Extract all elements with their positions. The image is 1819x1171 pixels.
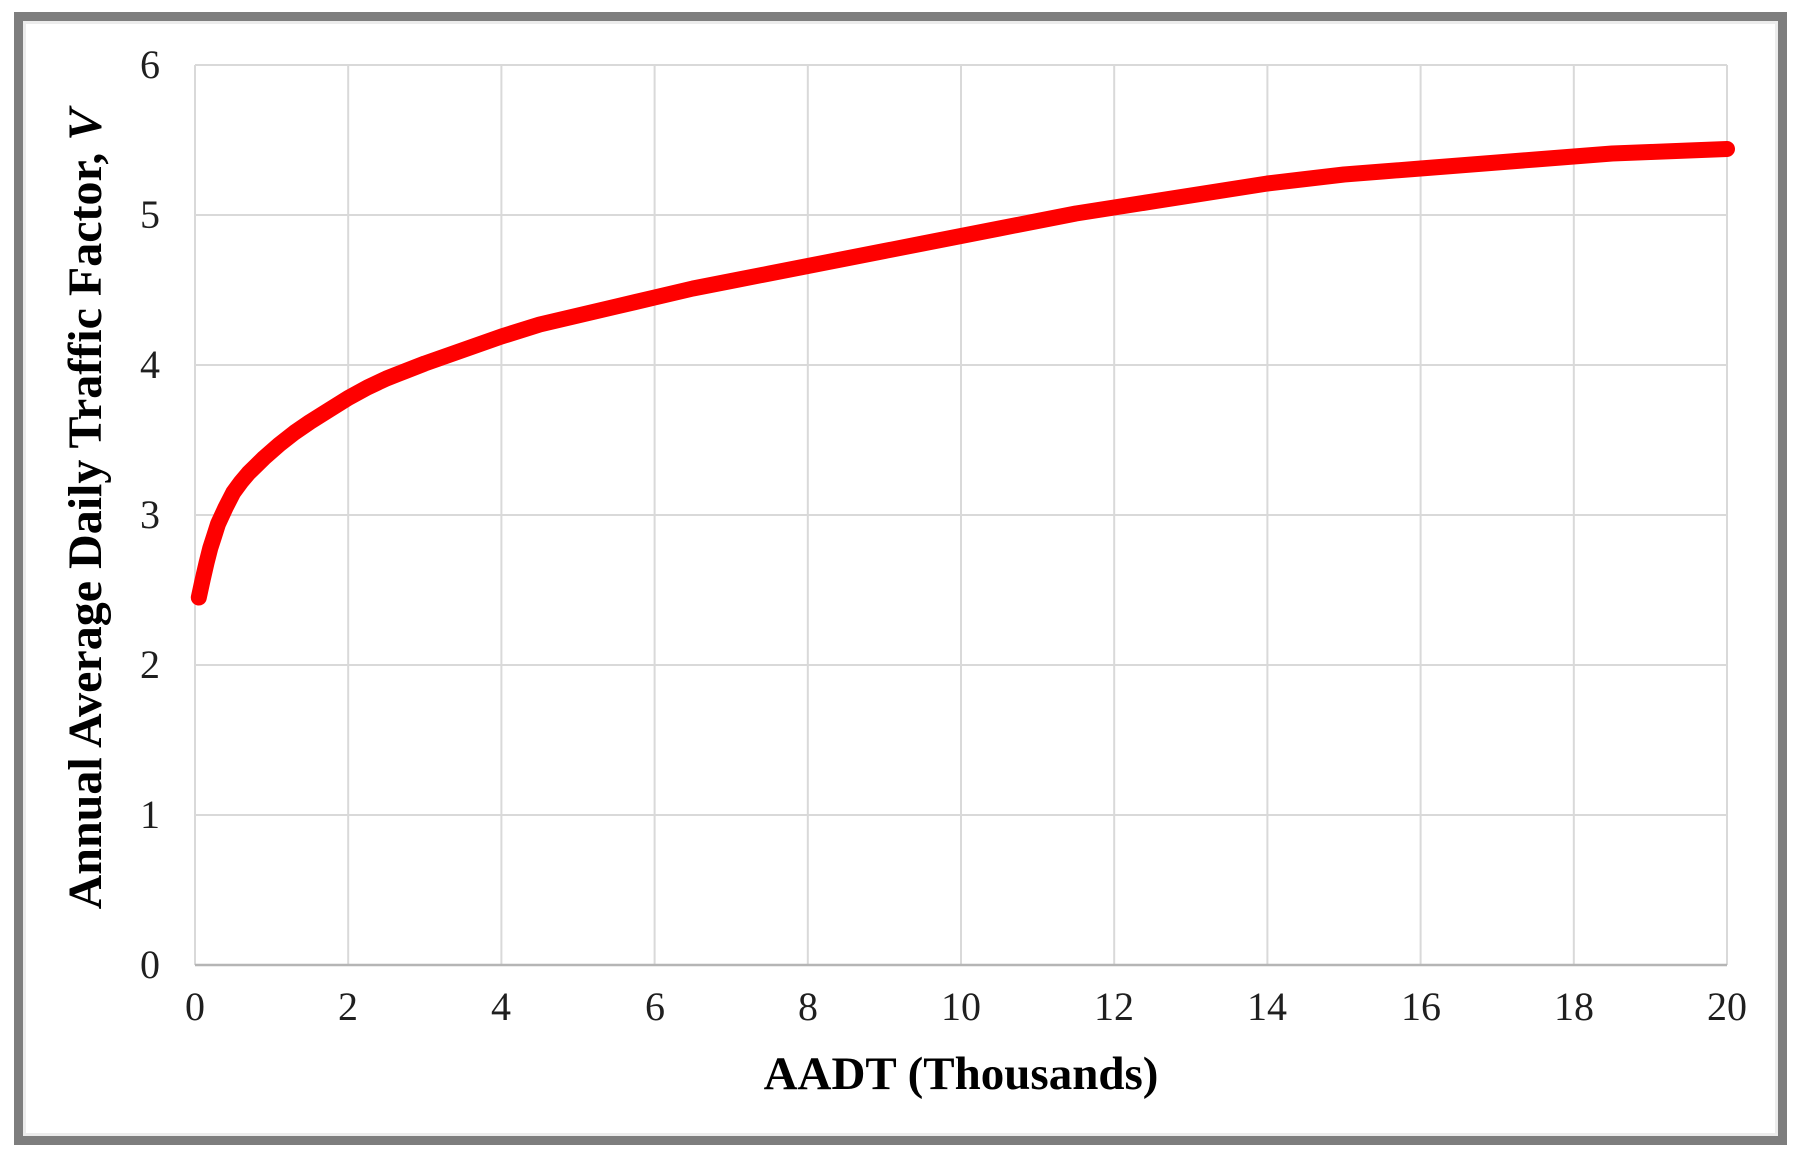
y-tick-label: 4 xyxy=(140,342,160,387)
x-tick-label: 6 xyxy=(645,984,665,1029)
x-tick-label: 2 xyxy=(338,984,358,1029)
x-tick-label: 16 xyxy=(1401,984,1441,1029)
x-tick-label: 10 xyxy=(941,984,981,1029)
chart-frame-border xyxy=(14,12,1787,1145)
x-tick-label: 14 xyxy=(1247,984,1287,1029)
x-tick-label: 4 xyxy=(491,984,511,1029)
x-tick-label: 20 xyxy=(1707,984,1747,1029)
y-axis-title: Annual Average Daily Traffic Factor, V xyxy=(59,108,112,910)
x-tick-label: 8 xyxy=(798,984,818,1029)
y-axis-title-text: Annual Average Daily Traffic Factor, xyxy=(59,140,112,910)
y-tick-label: 1 xyxy=(140,792,160,837)
y-tick-label: 5 xyxy=(140,192,160,237)
x-tick-label: 12 xyxy=(1094,984,1134,1029)
y-axis-title-variable: V xyxy=(59,108,112,141)
x-tick-label: 18 xyxy=(1554,984,1594,1029)
gridlines xyxy=(194,64,1728,965)
y-tick-label: 2 xyxy=(140,642,160,687)
x-axis-title: AADT (Thousands) xyxy=(763,1048,1159,1100)
x-tick-label: 0 xyxy=(185,984,205,1029)
y-tick-label: 3 xyxy=(140,492,160,537)
traffic-factor-curve-line xyxy=(190,141,1735,606)
y-tick-label: 0 xyxy=(140,942,160,987)
y-tick-label: 6 xyxy=(140,42,160,87)
